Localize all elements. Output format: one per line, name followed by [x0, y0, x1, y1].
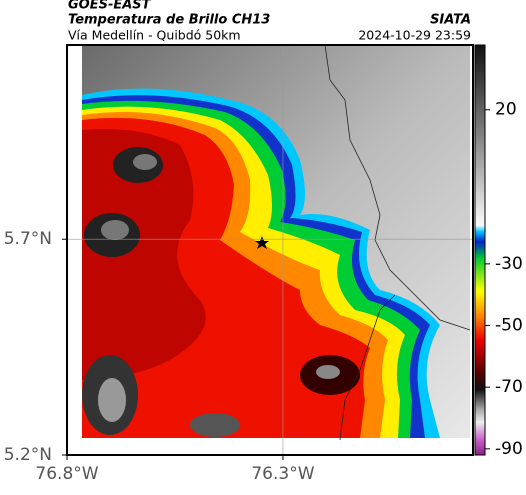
caption: Vía Medellín - Quibdó 50km	[68, 28, 241, 43]
satellite-image	[67, 44, 473, 455]
colorbar-tick-label: -50	[495, 316, 523, 336]
title: GOES-EAST	[68, 0, 152, 13]
colorbar-tick-label: 20	[495, 100, 517, 120]
timestamp: 2024-10-29 23:59	[358, 28, 471, 43]
y-tick-label: 5.2°N	[4, 445, 52, 465]
colorbar-tick-label: -30	[495, 254, 523, 274]
colorbar	[474, 44, 486, 456]
map-frame	[66, 44, 474, 456]
subtitle: Temperatura de Brillo CH13	[68, 13, 270, 28]
x-tick-label: 76.8°W	[35, 464, 98, 484]
colorbar-tick-label: -90	[495, 439, 523, 459]
x-tick-label: 76.3°W	[251, 464, 314, 484]
colorbar-tick-label: -70	[495, 377, 523, 397]
y-tick-label: 5.7°N	[4, 229, 52, 249]
org-title: SIATA	[430, 13, 471, 28]
